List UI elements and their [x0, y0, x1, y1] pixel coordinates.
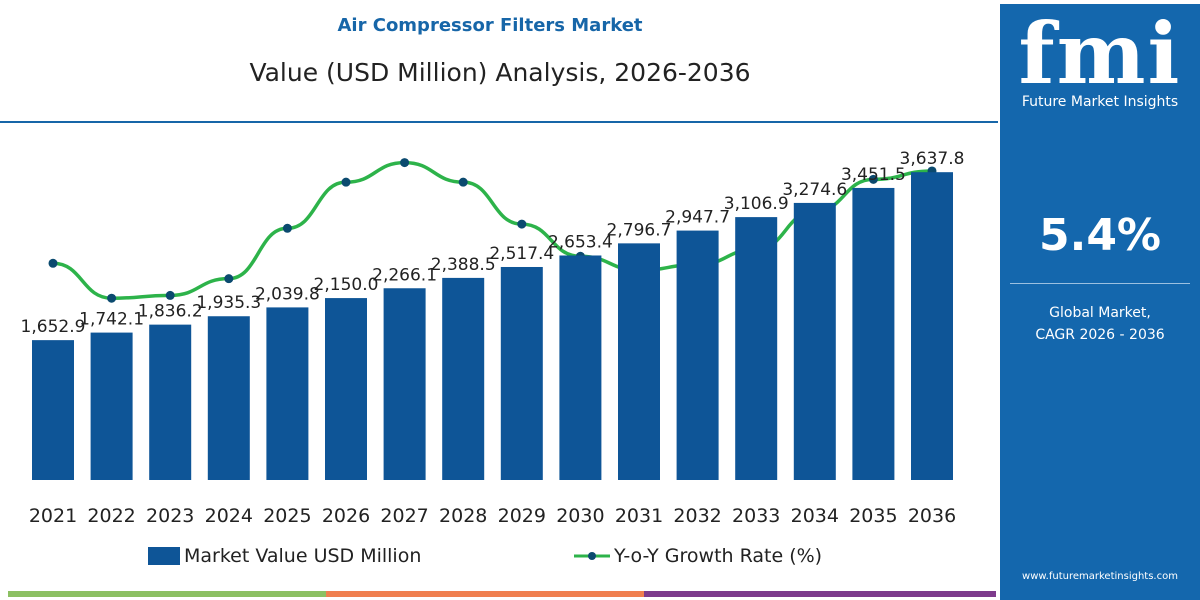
x-tick-label: 2022: [87, 505, 135, 527]
growth-rate-point: [341, 177, 351, 187]
bar-2021: [32, 340, 74, 480]
bar-2033: [735, 217, 778, 480]
growth-rate-point: [517, 219, 527, 229]
data-label: 1,935.3: [196, 293, 261, 313]
data-label: 1,836.2: [138, 302, 203, 322]
growth-rate-point: [107, 293, 117, 303]
bar-2030: [559, 255, 602, 480]
bar-swatch-icon: [148, 547, 180, 565]
growth-rate-point: [282, 223, 292, 233]
growth-rate-point: [868, 174, 878, 184]
legend-label: Market Value USD Million: [184, 545, 422, 567]
bar-2029: [500, 266, 543, 480]
x-tick-label: 2029: [498, 505, 546, 527]
x-tick-label: 2034: [791, 505, 839, 527]
x-tick-label: 2025: [263, 505, 311, 527]
chart-title: Air Compressor Filters Market: [337, 15, 643, 36]
bar-2034: [793, 202, 836, 480]
data-label: 2,796.7: [607, 220, 672, 240]
data-label: 3,106.9: [724, 194, 789, 214]
legend-label: Y-o-Y Growth Rate (%): [614, 545, 823, 567]
bar-2025: [266, 307, 309, 480]
website-url: www.futuremarketinsights.com: [1022, 571, 1178, 582]
bar-2036: [911, 172, 953, 480]
data-label: 2,150.0: [314, 275, 379, 295]
bar-2027: [383, 288, 426, 480]
chart-subtitle: Value (USD Million) Analysis, 2026-2036: [249, 58, 751, 87]
data-label: 2,517.4: [489, 244, 554, 264]
data-label: 1,742.1: [79, 310, 144, 330]
x-tick-label: 2035: [849, 505, 897, 527]
data-label: 2,266.1: [372, 265, 437, 285]
logo-subtitle: Future Market Insights: [1021, 94, 1179, 110]
bar-2031: [618, 243, 660, 480]
cagr-label-line1: Global Market,: [1049, 305, 1151, 321]
cagr-value: 5.4%: [1038, 210, 1162, 261]
bar-2023: [149, 324, 192, 480]
fmi-logo: fmi: [1018, 4, 1182, 103]
data-label: 2,947.7: [665, 208, 730, 228]
bar-2022: [90, 332, 133, 480]
x-tick-label: 2023: [146, 505, 194, 527]
data-label: 3,451.5: [841, 165, 906, 185]
x-tick-label: 2026: [322, 505, 370, 527]
x-tick-label: 2033: [732, 505, 780, 527]
header-divider: [0, 121, 998, 123]
bottom-strip-green: [8, 591, 326, 597]
x-tick-label: 2032: [673, 505, 721, 527]
chart-area: 1,652.9 2021 1,742.1 2022 1,836.2 2023 1,935.3…: [21, 149, 965, 527]
bar-2035: [852, 187, 895, 480]
legend-item-market-value: Market Value USD Million: [148, 545, 421, 567]
side-panel: fmi Future Market Insights 5.4% Global M…: [1000, 4, 1200, 600]
bar-2024: [207, 316, 250, 480]
data-label: 2,388.5: [431, 255, 496, 275]
x-tick-label: 2030: [556, 505, 604, 527]
cagr-label-line2: CAGR 2026 - 2036: [1035, 327, 1165, 343]
data-label: 2,039.8: [255, 284, 320, 304]
bar-2032: [676, 230, 719, 480]
data-label: 3,637.8: [900, 149, 965, 169]
legend-item-growth-rate: Y-o-Y Growth Rate (%): [574, 545, 822, 567]
x-tick-label: 2036: [908, 505, 956, 527]
x-tick-label: 2028: [439, 505, 487, 527]
bottom-strip-purple: [644, 591, 996, 597]
bar-2028: [442, 277, 485, 480]
growth-rate-point: [165, 290, 175, 300]
growth-rate-point: [400, 158, 410, 168]
data-label: 3,274.6: [782, 180, 847, 200]
growth-rate-point: [48, 258, 58, 268]
data-label: 1,652.9: [21, 317, 86, 337]
line-marker-icon: [574, 552, 610, 560]
growth-rate-point: [458, 177, 468, 187]
x-tick-label: 2024: [205, 505, 253, 527]
bar-2026: [325, 298, 367, 480]
x-tick-label: 2031: [615, 505, 663, 527]
growth-rate-point: [224, 274, 234, 284]
data-label: 2,653.4: [548, 232, 613, 252]
growth-rate-line: [52, 160, 933, 300]
panel-divider: [1010, 283, 1190, 284]
x-tick-label: 2021: [29, 505, 77, 527]
bottom-strip-orange: [326, 591, 644, 597]
x-tick-label: 2027: [380, 505, 428, 527]
